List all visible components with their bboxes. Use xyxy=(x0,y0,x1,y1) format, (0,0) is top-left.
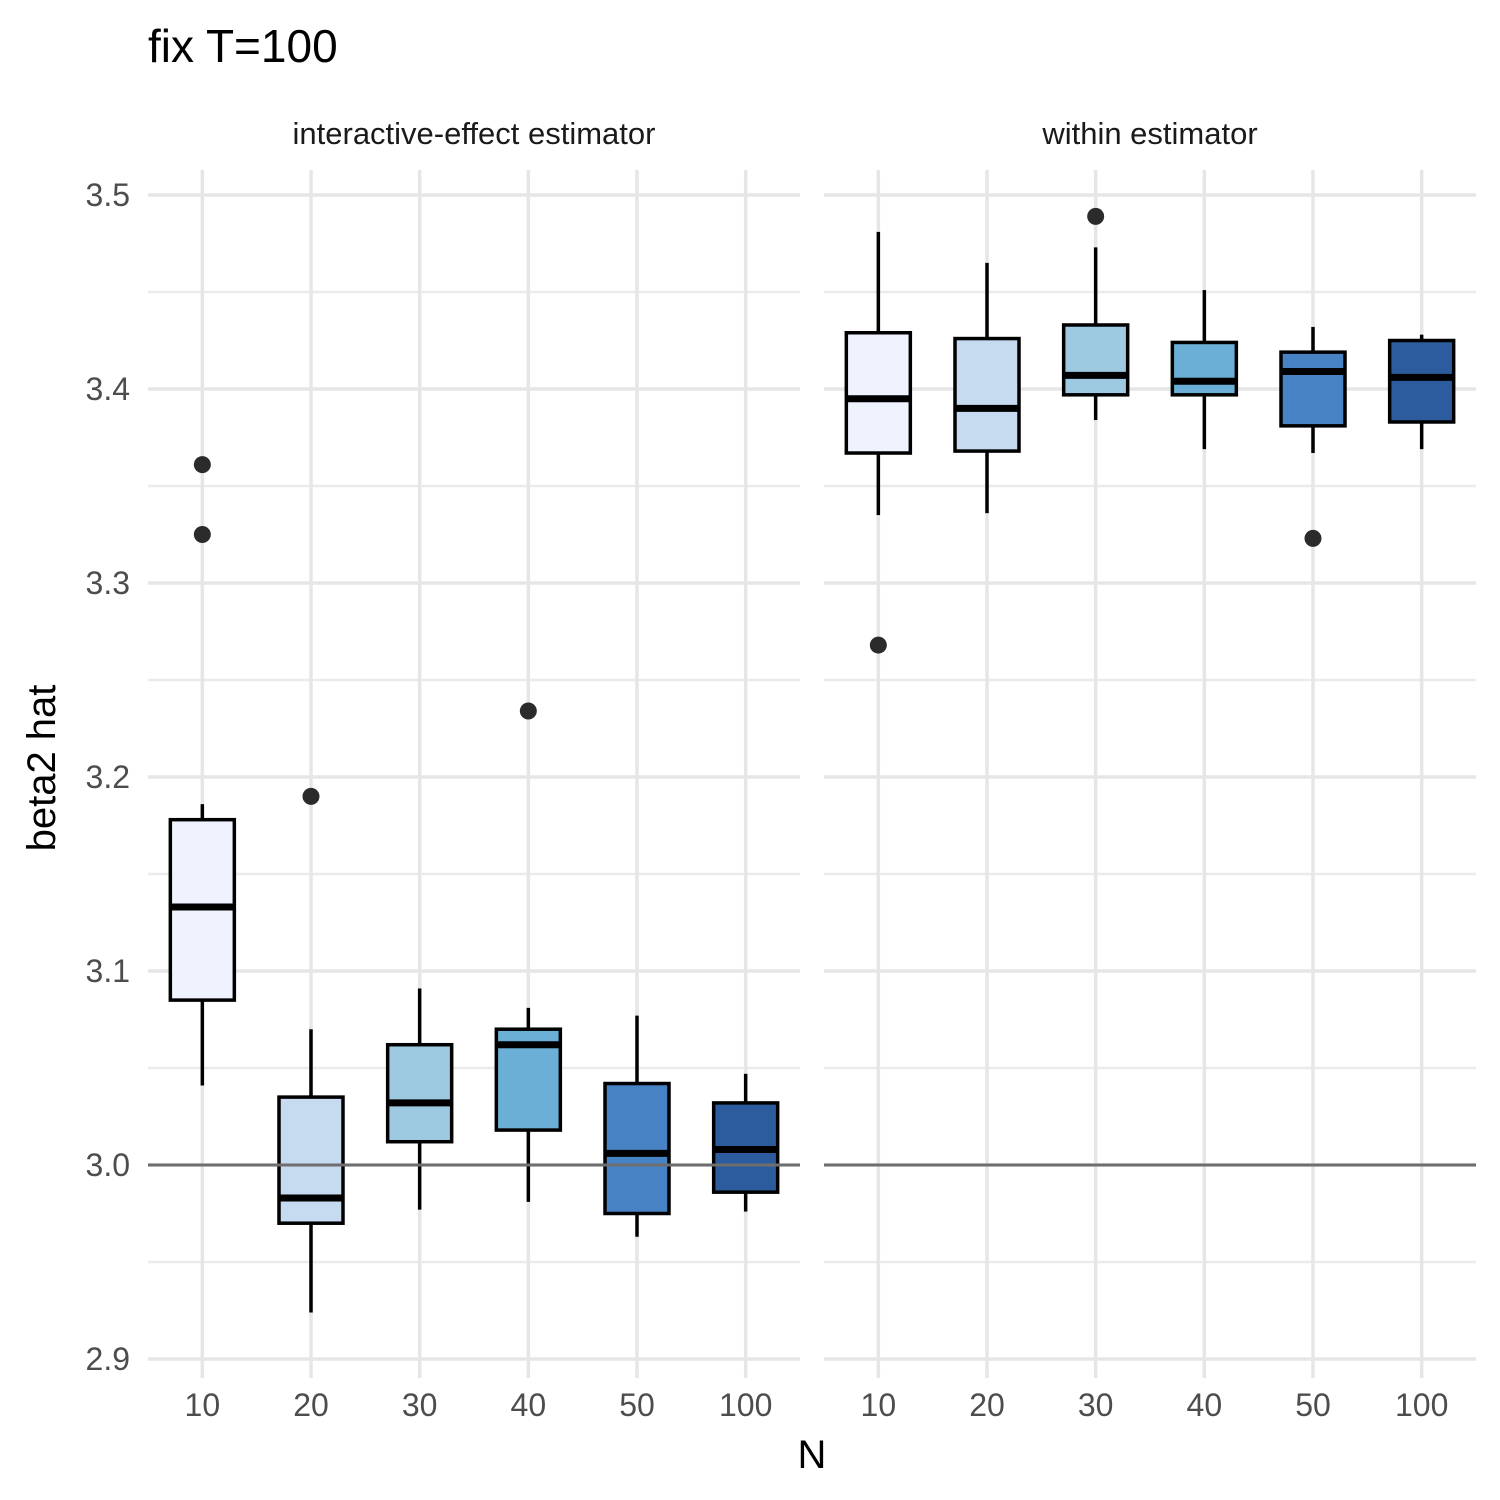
y-tick-label: 3.0 xyxy=(86,1147,130,1183)
box xyxy=(844,330,913,455)
y-tick-label: 3.4 xyxy=(86,371,130,407)
box xyxy=(277,1095,345,1225)
outlier-point xyxy=(1087,207,1105,225)
outlier-point xyxy=(869,636,887,654)
x-tick-label: 100 xyxy=(1395,1387,1448,1423)
box-group xyxy=(385,988,454,1210)
box xyxy=(1279,350,1347,428)
x-tick-label: 20 xyxy=(969,1387,1005,1423)
y-tick-label: 3.5 xyxy=(86,177,130,213)
box-group xyxy=(603,1015,671,1237)
box-group xyxy=(844,231,913,654)
box-group xyxy=(168,456,237,1086)
box-group xyxy=(494,702,563,1202)
box xyxy=(953,336,1021,453)
outlier-point xyxy=(193,456,211,474)
x-tick-label: 10 xyxy=(185,1387,221,1423)
x-tick-label: 10 xyxy=(861,1387,897,1423)
x-tick-label: 20 xyxy=(293,1387,329,1423)
box xyxy=(1170,340,1239,397)
x-tick-label: 40 xyxy=(511,1387,547,1423)
box xyxy=(1387,338,1456,424)
x-tick-label: 50 xyxy=(619,1387,655,1423)
y-axis-title: beta2 hat xyxy=(20,685,64,852)
x-tick-label: 40 xyxy=(1187,1387,1223,1423)
facet-panel: within estimator 10 20 30 40 50 100 xyxy=(824,116,1476,1423)
x-tick-label: 30 xyxy=(402,1387,438,1423)
box-group xyxy=(953,262,1021,514)
facet-strip-label: within estimator xyxy=(1041,116,1257,151)
box xyxy=(385,1042,454,1144)
box-group xyxy=(1279,326,1347,547)
x-axis-title: N xyxy=(798,1433,827,1477)
facet-panel: interactive-effect estimator 10 20 30 40 50 10… xyxy=(148,116,800,1423)
y-tick-label: 3.3 xyxy=(86,565,130,601)
chart-title: fix T=100 xyxy=(148,20,338,72)
box xyxy=(603,1081,671,1216)
box-group xyxy=(711,1073,780,1212)
box-group xyxy=(1061,207,1130,421)
outlier-point xyxy=(1304,529,1322,547)
y-tick-label: 3.1 xyxy=(86,953,130,989)
box xyxy=(1061,323,1130,397)
outlier-point xyxy=(302,787,320,805)
y-axis-ticks: 2.9 3.0 3.1 3.2 3.3 3.4 3.5 xyxy=(86,177,130,1377)
outlier-point xyxy=(193,526,211,543)
x-tick-label: 50 xyxy=(1295,1387,1331,1423)
x-tick-label: 100 xyxy=(719,1387,772,1423)
x-tick-label: 30 xyxy=(1078,1387,1114,1423)
outlier-point xyxy=(519,702,537,720)
y-tick-label: 2.9 xyxy=(86,1341,130,1377)
box-group xyxy=(1387,334,1456,450)
box-group xyxy=(1170,290,1239,450)
panels: interactive-effect estimator 10 20 30 40 50 10… xyxy=(148,116,1476,1423)
y-tick-label: 3.2 xyxy=(86,759,130,795)
box-group xyxy=(277,787,345,1313)
facet-strip-label: interactive-effect estimator xyxy=(293,116,656,151)
